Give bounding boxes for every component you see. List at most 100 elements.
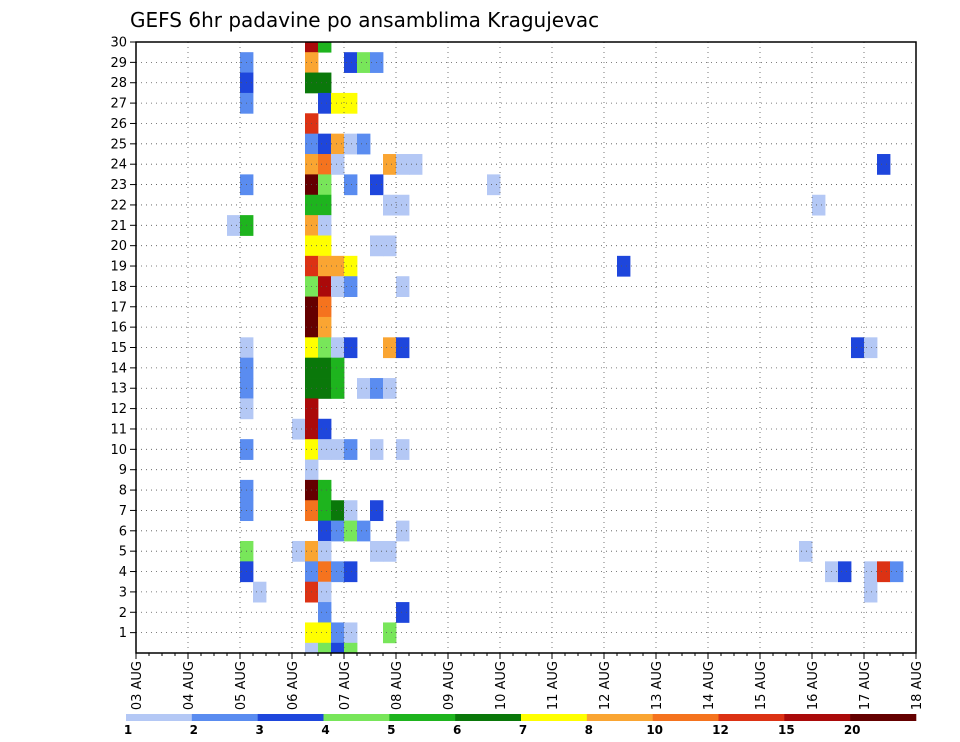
heatmap-cell <box>331 642 345 654</box>
heatmap-cell <box>318 133 332 155</box>
y-tick-label: 8 <box>119 484 127 499</box>
heatmap-cell <box>383 337 397 359</box>
heatmap-cell <box>838 561 852 583</box>
heatmap-cell <box>344 255 358 277</box>
heatmap-cell <box>357 378 371 399</box>
heatmap-cell <box>318 602 332 623</box>
heatmap-cell <box>318 540 332 562</box>
heatmap-cell <box>396 602 410 623</box>
y-tick-label: 24 <box>110 158 127 173</box>
colorbar-swatch <box>850 714 917 721</box>
y-tick-label: 17 <box>110 300 127 315</box>
heatmap-cell <box>318 357 332 379</box>
heatmap-cell <box>383 378 397 399</box>
colorbar-label: 3 <box>255 723 263 737</box>
heatmap-cell <box>318 500 332 522</box>
heatmap-cell <box>292 540 306 562</box>
x-tick-label: 05 AUG <box>234 661 249 710</box>
y-tick-label: 5 <box>119 545 127 560</box>
heatmap-cell <box>318 439 332 460</box>
heatmap-cell <box>396 276 410 297</box>
heatmap-cell <box>396 520 410 542</box>
colorbar-swatch <box>455 714 522 721</box>
colorbar-label: 10 <box>646 723 663 737</box>
x-tick-label: 10 AUG <box>494 661 509 710</box>
heatmap-cell <box>383 194 397 216</box>
heatmap-cell <box>331 154 345 175</box>
x-tick-label: 12 AUG <box>598 661 613 710</box>
x-tick-label: 14 AUG <box>702 661 717 710</box>
heatmap-cell <box>357 133 371 155</box>
heatmap-cell <box>344 500 358 522</box>
chart-title: GEFS 6hr padavine po ansamblima Kragujev… <box>130 8 599 32</box>
heatmap-cell <box>617 255 631 277</box>
colorbar-label: 6 <box>453 723 461 737</box>
heatmap-cell <box>344 52 358 73</box>
heatmap-cell <box>331 622 345 644</box>
y-tick-label: 29 <box>110 56 127 71</box>
y-tick-label: 22 <box>110 198 127 213</box>
colorbar-label: 20 <box>844 723 861 737</box>
colorbar-label: 4 <box>321 723 329 737</box>
heatmap-cell <box>344 439 358 460</box>
colorbar-label: 2 <box>190 723 198 737</box>
y-tick-label: 20 <box>110 239 127 254</box>
x-axis: 03 AUG 04 AUG 05 AUG 06 AUG 07 AUG 08 AUG 09 A… <box>130 653 925 710</box>
heatmap-cell <box>799 540 813 562</box>
heatmap-cell <box>318 215 332 236</box>
heatmap-cell <box>331 378 345 399</box>
y-tick-label: 25 <box>110 137 127 152</box>
heatmap-cell <box>344 174 358 196</box>
y-tick-label: 3 <box>119 585 127 600</box>
colorbar-label: 7 <box>519 723 527 737</box>
heatmap-cell <box>344 622 358 644</box>
colorbar-label: 8 <box>585 723 593 737</box>
heatmap-cell <box>396 439 410 460</box>
x-tick-label: 04 AUG <box>182 661 197 710</box>
heatmap-cell <box>864 561 878 583</box>
y-tick-label: 7 <box>119 504 127 519</box>
colorbar-swatch <box>389 714 456 721</box>
x-tick-label: 06 AUG <box>286 661 301 710</box>
x-tick-label: 15 AUG <box>754 661 769 710</box>
x-tick-label: 11 AUG <box>546 661 561 710</box>
heatmap-cell <box>396 194 410 216</box>
heatmap-cell <box>331 255 345 277</box>
heatmap-cell <box>344 276 358 297</box>
heatmap-cell <box>318 520 332 542</box>
x-tick-label: 07 AUG <box>338 661 353 710</box>
y-tick-label: 18 <box>110 280 127 295</box>
y-tick-label: 14 <box>110 361 127 376</box>
heatmap-cell <box>877 154 891 175</box>
heatmap-cell <box>253 581 267 603</box>
heatmap-cell <box>331 439 345 460</box>
colorbar-swatch <box>521 714 588 721</box>
y-tick-label: 27 <box>110 97 127 112</box>
heatmap-cell <box>318 235 332 257</box>
y-tick-label: 4 <box>119 565 127 580</box>
heatmap-cell <box>318 378 332 399</box>
x-tick-label: 08 AUG <box>390 661 405 710</box>
heatmap-cell <box>357 52 371 73</box>
heatmap-cell <box>292 418 306 440</box>
y-axis: 1234567891011121314151617181920212223242… <box>110 36 136 641</box>
y-tick-label: 11 <box>110 422 127 437</box>
x-tick-label: 18 AUG <box>910 661 925 710</box>
heatmap-cell <box>318 418 332 440</box>
heatmap-cell <box>344 520 358 542</box>
colorbar: 1 2 3 4 5 6 7 8 10 12 15 20 <box>124 714 917 737</box>
x-tick-label: 13 AUG <box>650 661 665 710</box>
x-tick-label: 03 AUG <box>130 661 145 710</box>
heatmap-cell <box>383 235 397 257</box>
heatmap-cell <box>396 337 410 359</box>
heatmap-cell <box>318 561 332 583</box>
heatmap-cell <box>305 642 319 654</box>
heatmap-cell <box>409 154 423 175</box>
heatmap-cell <box>331 92 345 114</box>
x-tick-label: 09 AUG <box>442 661 457 710</box>
y-tick-label: 6 <box>119 524 127 539</box>
colorbar-swatch <box>126 714 193 721</box>
heatmap-cell <box>318 72 332 94</box>
colorbar-label: 1 <box>124 723 132 737</box>
